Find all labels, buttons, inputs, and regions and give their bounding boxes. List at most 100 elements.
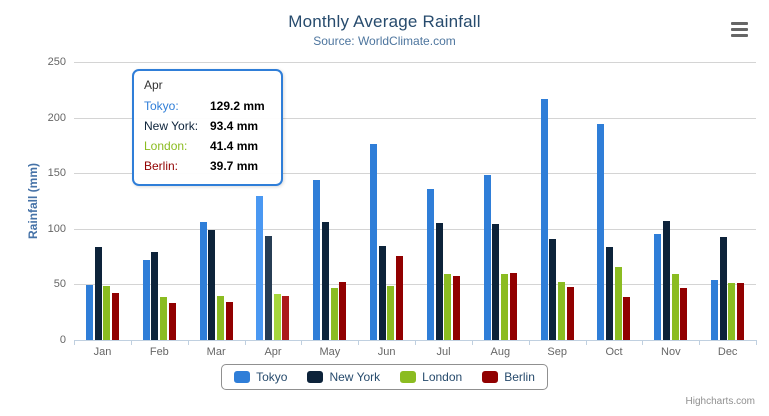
- hamburger-icon[interactable]: [730, 21, 750, 38]
- bar-tokyo-dec[interactable]: [711, 279, 719, 340]
- bar-new-york-sep[interactable]: [549, 238, 557, 340]
- tooltip-series-label: London:: [144, 139, 188, 153]
- bar-london-mar[interactable]: [216, 296, 224, 340]
- bar-new-york-dec[interactable]: [719, 237, 727, 340]
- bar-new-york-aug[interactable]: [492, 224, 500, 340]
- bar-berlin-sep[interactable]: [566, 287, 574, 340]
- legend-item-tokyo[interactable]: Tokyo: [234, 370, 287, 384]
- bar-tokyo-oct[interactable]: [597, 124, 605, 340]
- bar-london-jun[interactable]: [387, 286, 395, 340]
- bar-london-nov[interactable]: [671, 274, 679, 340]
- x-axis-tick: [415, 341, 416, 345]
- x-axis-tick: [642, 341, 644, 345]
- x-axis-tick: [471, 341, 473, 345]
- tooltip-row: Tokyo: 129.2 mm: [144, 96, 271, 116]
- tooltip-series-label: Berlin:: [144, 159, 179, 173]
- bar-new-york-jan[interactable]: [94, 247, 102, 340]
- bar-tokyo-jan[interactable]: [85, 284, 93, 340]
- x-axis-label: Nov: [661, 346, 681, 358]
- bar-berlin-feb[interactable]: [168, 303, 176, 340]
- credits-link[interactable]: Highcharts.com: [685, 396, 755, 407]
- gridline: [74, 117, 756, 119]
- bar-new-york-nov[interactable]: [662, 221, 670, 340]
- bar-tokyo-apr[interactable]: [256, 196, 264, 340]
- x-axis-tick: [528, 341, 530, 345]
- bar-london-oct[interactable]: [614, 267, 622, 340]
- bar-berlin-aug[interactable]: [509, 272, 517, 340]
- bar-berlin-jul[interactable]: [452, 276, 460, 340]
- bar-london-may[interactable]: [330, 287, 338, 340]
- chart-subtitle: Source: WorldClimate.com: [313, 34, 456, 48]
- bar-london-sep[interactable]: [557, 281, 565, 340]
- x-axis-label: Oct: [605, 346, 623, 358]
- x-axis-tick: [585, 341, 587, 345]
- x-axis-tick: [130, 341, 132, 345]
- tooltip: Apr Tokyo: 129.2 mm New York: 93.4 mm London…: [132, 69, 283, 186]
- x-axis-label: Jun: [377, 346, 396, 358]
- x-axis-tick: [756, 341, 757, 345]
- legend-swatch: [234, 371, 251, 383]
- bar-tokyo-mar[interactable]: [199, 221, 207, 340]
- bar-tokyo-feb[interactable]: [142, 260, 150, 340]
- bar-new-york-jul[interactable]: [435, 223, 443, 340]
- legend-swatch: [307, 371, 324, 383]
- bar-berlin-oct[interactable]: [623, 296, 631, 340]
- legend-item-london[interactable]: London: [400, 370, 462, 384]
- bar-berlin-mar[interactable]: [225, 301, 233, 340]
- bar-london-apr[interactable]: [273, 293, 281, 340]
- legend-label: Tokyo: [256, 370, 288, 384]
- tooltip-series-value: 39.7 mm: [210, 159, 259, 173]
- legend: Tokyo New York London Berlin: [0, 364, 769, 390]
- bar-tokyo-aug[interactable]: [483, 174, 491, 340]
- y-axis-label: 250: [47, 56, 66, 68]
- tooltip-series-label: New York:: [144, 119, 199, 133]
- x-axis-label: Apr: [264, 346, 282, 358]
- bar-new-york-apr[interactable]: [265, 236, 273, 340]
- bar-london-jan[interactable]: [103, 285, 111, 340]
- gridline: [74, 173, 756, 175]
- x-axis-label: Jan: [93, 346, 112, 358]
- gridline: [74, 62, 756, 63]
- bar-new-york-mar[interactable]: [208, 230, 216, 340]
- x-axis-label: Aug: [490, 346, 511, 358]
- y-axis-label: 0: [59, 334, 66, 346]
- bar-berlin-dec[interactable]: [737, 283, 745, 340]
- legend-item-new-york[interactable]: New York: [307, 370, 380, 384]
- bar-new-york-oct[interactable]: [606, 247, 614, 340]
- tooltip-series-label: Tokyo:: [144, 99, 179, 113]
- x-axis-label: Feb: [149, 346, 169, 358]
- bar-berlin-may[interactable]: [339, 281, 347, 340]
- tooltip-header: Apr: [144, 78, 163, 92]
- x-axis-tick: [358, 341, 360, 345]
- bar-london-aug[interactable]: [501, 273, 509, 340]
- legend-label: Berlin: [504, 370, 535, 384]
- y-axis-label: 200: [47, 111, 66, 124]
- legend-swatch: [400, 371, 417, 383]
- y-axis-label: 150: [47, 167, 66, 180]
- bar-berlin-nov[interactable]: [680, 287, 688, 340]
- bar-london-jul[interactable]: [444, 274, 452, 340]
- bar-tokyo-jul[interactable]: [426, 189, 434, 340]
- legend-label: London: [422, 370, 463, 384]
- x-axis-tick: [301, 341, 303, 345]
- bar-london-feb[interactable]: [160, 296, 168, 340]
- tooltip-series-value: 93.4 mm: [210, 119, 259, 133]
- bar-new-york-feb[interactable]: [151, 252, 159, 340]
- legend-item-berlin[interactable]: Berlin: [482, 370, 535, 384]
- x-axis-label: Sep: [547, 346, 567, 358]
- y-axis-label: 100: [47, 222, 66, 235]
- bar-tokyo-nov[interactable]: [654, 233, 662, 340]
- bar-berlin-jun[interactable]: [396, 256, 404, 340]
- bar-tokyo-may[interactable]: [313, 179, 321, 340]
- tooltip-row: London: 41.4 mm: [144, 136, 271, 156]
- bar-tokyo-sep[interactable]: [540, 99, 548, 340]
- bar-london-dec[interactable]: [728, 283, 736, 340]
- bar-tokyo-jun[interactable]: [370, 144, 378, 340]
- y-axis-label: 50: [53, 278, 66, 291]
- gridline: [74, 284, 756, 286]
- bar-berlin-jan[interactable]: [111, 292, 119, 340]
- bar-new-york-jun[interactable]: [378, 246, 386, 340]
- bar-berlin-apr[interactable]: [282, 295, 290, 340]
- bar-new-york-may[interactable]: [321, 222, 329, 340]
- x-axis-label: Dec: [717, 346, 738, 358]
